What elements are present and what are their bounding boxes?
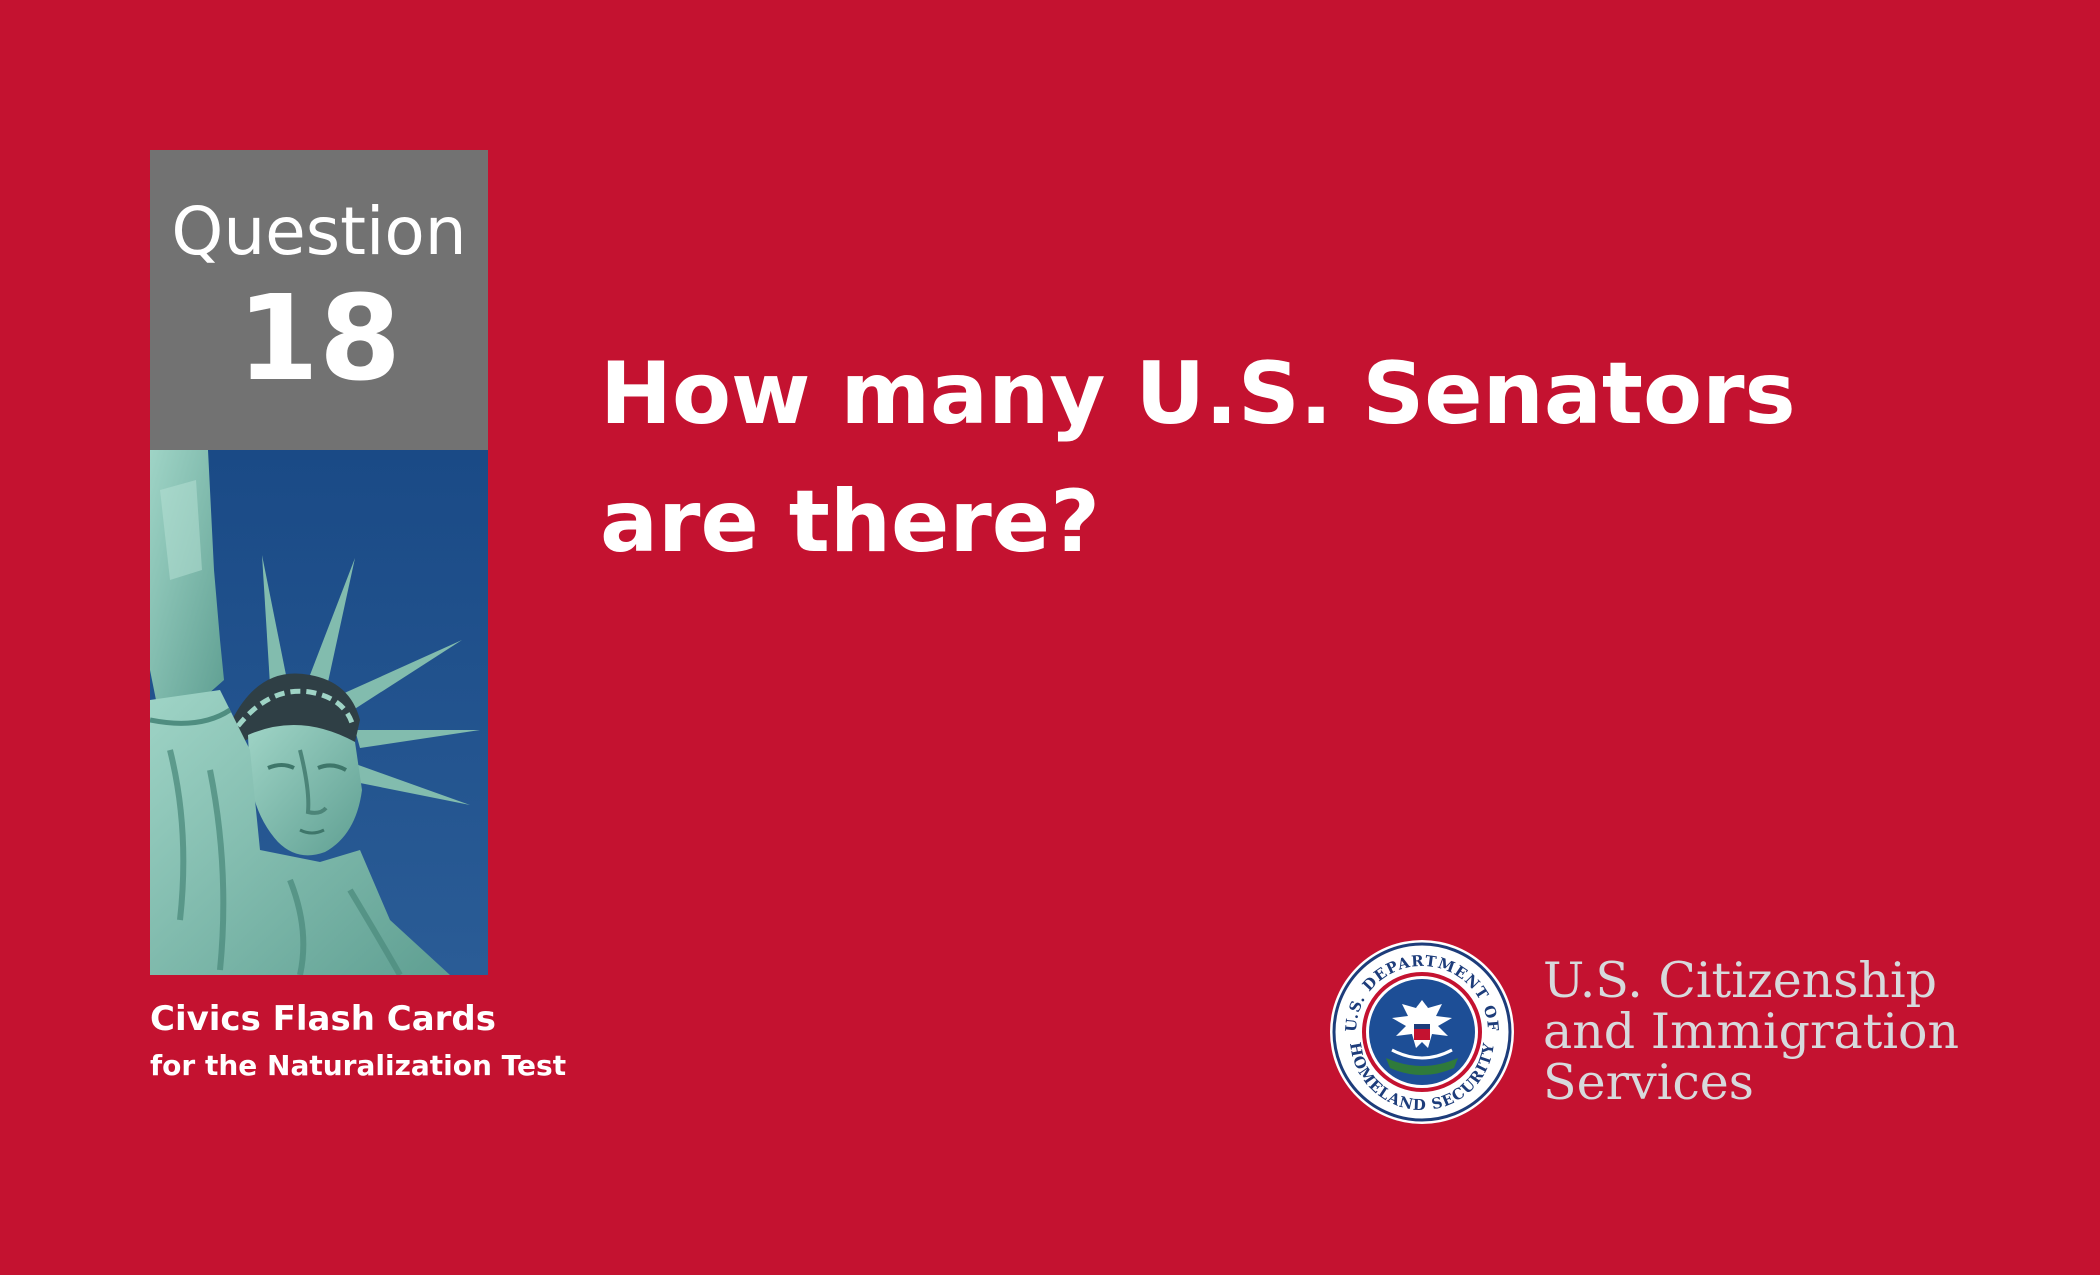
question-number-box: Question 18 — [150, 150, 488, 450]
agency-name-line: Services — [1543, 1054, 1754, 1111]
statue-of-liberty-icon — [150, 450, 488, 975]
series-title: Civics Flash Cards — [150, 999, 496, 1039]
dhs-seal-icon: U.S. DEPARTMENT OF HOMELAND SECURITY — [1328, 938, 1516, 1126]
agency-name: U.S. Citizenship and Immigration Service… — [1543, 955, 1959, 1108]
side-panel: Question 18 — [150, 150, 488, 975]
agency-name-line: and Immigration — [1543, 1003, 1960, 1060]
question-text: How many U.S. Senators are there? — [600, 330, 1900, 586]
question-line: How many U.S. Senators — [600, 344, 1796, 444]
question-number: 18 — [236, 269, 402, 407]
agency-name-line: U.S. Citizenship — [1543, 952, 1937, 1009]
question-label: Question — [171, 193, 467, 270]
statue-of-liberty-image — [150, 450, 488, 975]
question-line: are there? — [600, 472, 1101, 572]
series-subtitle: for the Naturalization Test — [150, 1049, 567, 1082]
